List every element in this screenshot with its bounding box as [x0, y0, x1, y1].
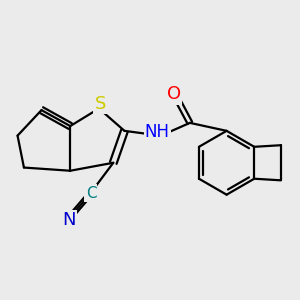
Text: O: O	[167, 85, 181, 103]
Text: NH: NH	[145, 123, 170, 141]
Text: N: N	[62, 211, 75, 229]
Text: C: C	[85, 186, 96, 201]
Text: S: S	[95, 95, 106, 113]
